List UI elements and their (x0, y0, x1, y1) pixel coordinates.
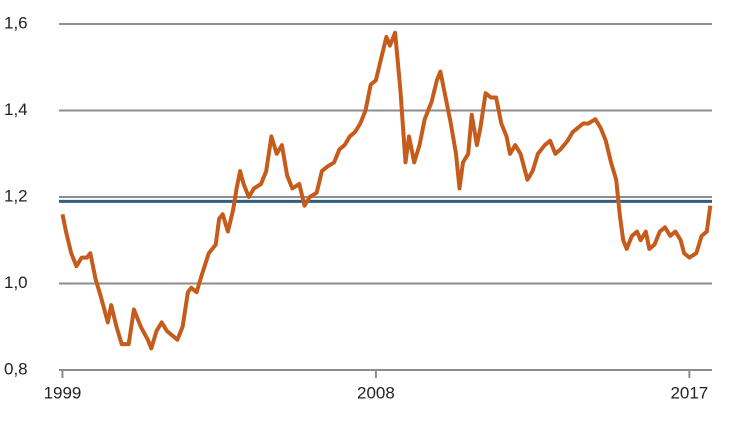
y-tick-label: 1,0 (4, 273, 28, 292)
y-tick-label: 1,4 (4, 100, 28, 119)
y-tick-label: 1,2 (4, 186, 28, 205)
y-tick-label: 0,8 (4, 359, 28, 378)
series-line (60, 30, 713, 351)
x-tick-label: 1999 (44, 383, 82, 402)
x-tick-label: 2017 (670, 383, 708, 402)
x-tick-label: 2008 (357, 383, 395, 402)
y-tick-label: 1,6 (4, 13, 28, 32)
